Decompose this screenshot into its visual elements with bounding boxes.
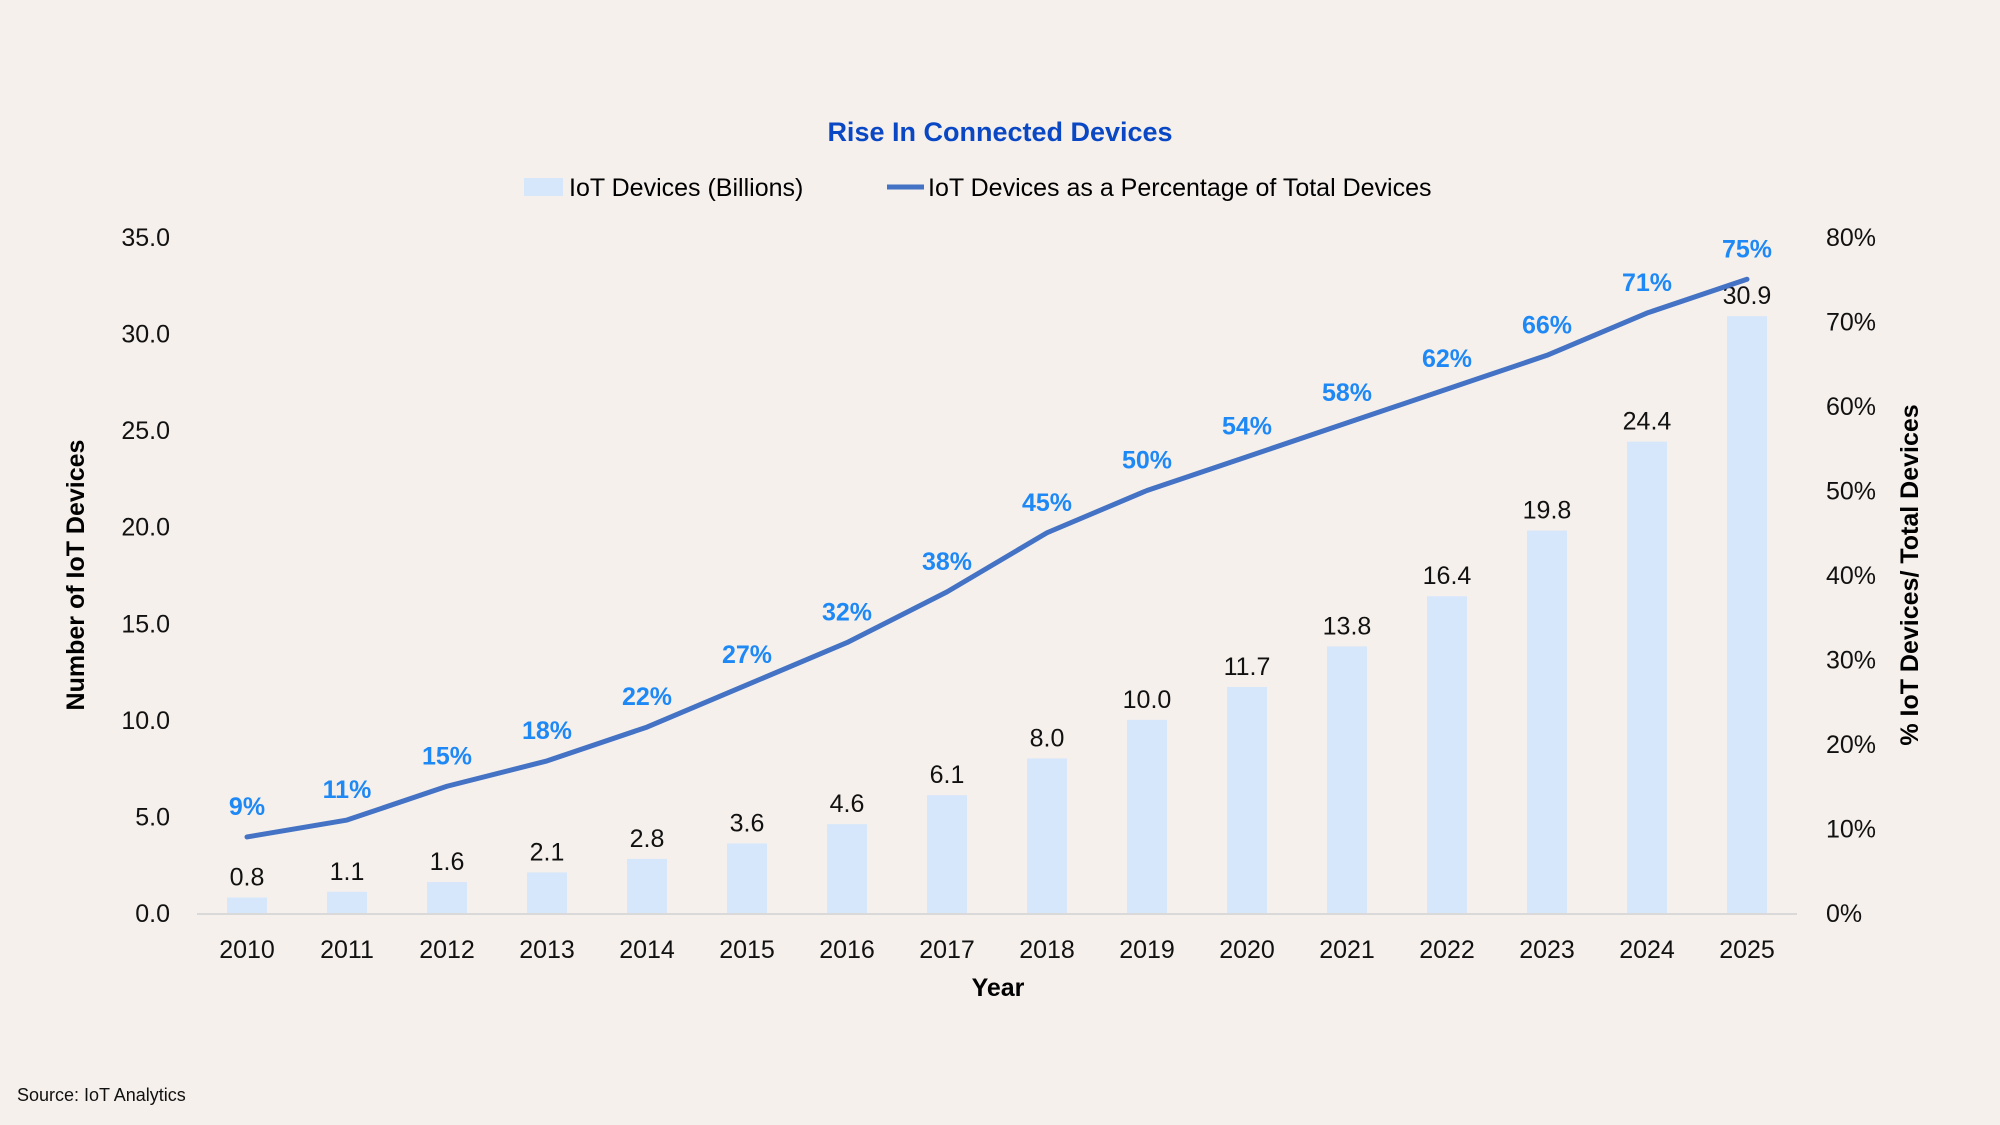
- y2-tick-label: 70%: [1826, 309, 1876, 337]
- bar-value-label: 1.6: [430, 848, 465, 876]
- bar-value-label: 3.6: [730, 809, 765, 837]
- x-tick-label: 2020: [1219, 936, 1275, 964]
- bar-value-label: 4.6: [830, 790, 865, 818]
- legend: IoT Devices (Billions) IoT Devices as a …: [524, 174, 1432, 202]
- x-axis-title: Year: [972, 974, 1025, 1002]
- percentage-label: 22%: [622, 683, 672, 711]
- x-tick-label: 2016: [819, 936, 875, 964]
- source-note: Source: IoT Analytics: [17, 1085, 186, 1105]
- percentage-label: 9%: [229, 793, 265, 821]
- bar-value-label: 6.1: [930, 761, 965, 789]
- percentage-label: 50%: [1122, 447, 1172, 475]
- bar: [1527, 530, 1567, 913]
- y2-axis-title: % IoT Devices/ Total Devices: [1896, 404, 1924, 745]
- bar: [727, 843, 767, 913]
- bar-value-label: 13.8: [1323, 612, 1372, 640]
- bar-value-label: 1.1: [330, 858, 365, 886]
- x-tick-label: 2011: [320, 936, 374, 964]
- x-tick-label: 2025: [1719, 936, 1775, 964]
- bar: [227, 897, 267, 913]
- y-tick-label: 35.0: [121, 224, 170, 252]
- y-tick-label: 15.0: [121, 610, 170, 638]
- x-tick-label: 2014: [619, 936, 675, 964]
- x-tick-label: 2019: [1119, 936, 1175, 964]
- legend-bar-label: IoT Devices (Billions): [569, 174, 803, 202]
- bar-data-labels: 0.8 1.1 1.6 2.1 2.8 3.6 4.6 6.1 8.0 10.0 11.7 13.8 1…: [230, 282, 1772, 891]
- bar-value-label: 24.4: [1623, 408, 1672, 436]
- percentage-label: 66%: [1522, 311, 1572, 339]
- bar-value-label: 10.0: [1123, 686, 1172, 714]
- x-tick-label: 2022: [1419, 936, 1475, 964]
- y-tick-label: 10.0: [121, 707, 170, 735]
- y2-tick-label: 80%: [1826, 224, 1876, 252]
- bar-value-label: 19.8: [1523, 497, 1572, 525]
- y2-tick-label: 20%: [1826, 731, 1876, 759]
- bar: [1027, 758, 1067, 913]
- x-tick-label: 2024: [1619, 936, 1675, 964]
- percentage-label: 71%: [1622, 269, 1672, 297]
- x-tick-label: 2015: [719, 936, 775, 964]
- bar: [627, 858, 667, 913]
- percentage-line: [244, 276, 1750, 840]
- x-tick-label: 2021: [1319, 936, 1375, 964]
- legend-bar-swatch: [524, 178, 563, 196]
- y-axis-right: 0% 10% 20% 30% 40% 50% 60% 70% 80%: [1826, 224, 1876, 928]
- bar-value-label: 11.7: [1224, 653, 1271, 681]
- bar-value-label: 16.4: [1423, 562, 1472, 590]
- bar: [327, 891, 367, 913]
- percentage-label: 11%: [323, 776, 372, 804]
- y-tick-label: 5.0: [135, 803, 170, 831]
- percentage-label: 27%: [722, 641, 772, 669]
- x-tick-label: 2017: [919, 936, 975, 964]
- bar-series: [227, 316, 1767, 913]
- bar: [1427, 596, 1467, 913]
- y-tick-label: 20.0: [121, 514, 170, 542]
- bar: [927, 795, 967, 913]
- x-axis: 2010 2011 2012 2013 2014 2015 2016 2017 2018 2019…: [219, 936, 1775, 964]
- bar: [1627, 441, 1667, 913]
- x-tick-label: 2012: [419, 936, 475, 964]
- bar-value-label: 0.8: [230, 864, 265, 892]
- y-tick-label: 30.0: [121, 321, 170, 349]
- bar: [427, 882, 467, 913]
- percentage-label: 45%: [1022, 489, 1072, 517]
- bar: [1127, 719, 1167, 913]
- chart-title: Rise In Connected Devices: [827, 117, 1172, 147]
- y-axis-left: 0.0 5.0 10.0 15.0 20.0 25.0 30.0 35.0: [121, 224, 170, 928]
- bar: [1327, 646, 1367, 913]
- percentage-label: 54%: [1222, 413, 1272, 441]
- bar-value-label: 8.0: [1030, 724, 1065, 752]
- x-tick-label: 2013: [519, 936, 575, 964]
- bar-value-label: 2.8: [630, 825, 665, 853]
- y-axis-title: Number of IoT Devices: [62, 440, 90, 711]
- bar: [827, 824, 867, 913]
- percentage-label: 18%: [522, 717, 572, 745]
- y-tick-label: 0.0: [135, 900, 170, 928]
- percentage-label: 62%: [1422, 345, 1472, 373]
- bar: [1727, 316, 1767, 913]
- x-tick-label: 2018: [1019, 936, 1075, 964]
- y2-tick-label: 10%: [1826, 816, 1876, 844]
- percentage-label: 38%: [922, 548, 972, 576]
- legend-line-label: IoT Devices as a Percentage of Total Dev…: [928, 174, 1432, 202]
- percentage-data-labels: 9% 11% 15% 18% 22% 27% 32% 38% 45% 50% 54% 58% 62% 66…: [229, 235, 1772, 821]
- y2-tick-label: 30%: [1826, 647, 1876, 675]
- y-tick-label: 25.0: [121, 417, 170, 445]
- percentage-label: 32%: [822, 599, 872, 627]
- bar: [527, 872, 567, 913]
- percentage-label: 75%: [1722, 235, 1772, 263]
- y2-tick-label: 50%: [1826, 478, 1876, 506]
- bar-value-label: 2.1: [530, 838, 565, 866]
- y2-tick-label: 60%: [1826, 393, 1876, 421]
- x-tick-label: 2023: [1519, 936, 1575, 964]
- percentage-label: 58%: [1322, 379, 1372, 407]
- bar: [1227, 687, 1267, 913]
- percentage-label: 15%: [422, 742, 472, 770]
- y2-tick-label: 40%: [1826, 562, 1876, 590]
- x-tick-label: 2010: [219, 936, 275, 964]
- y2-tick-label: 0%: [1826, 900, 1862, 928]
